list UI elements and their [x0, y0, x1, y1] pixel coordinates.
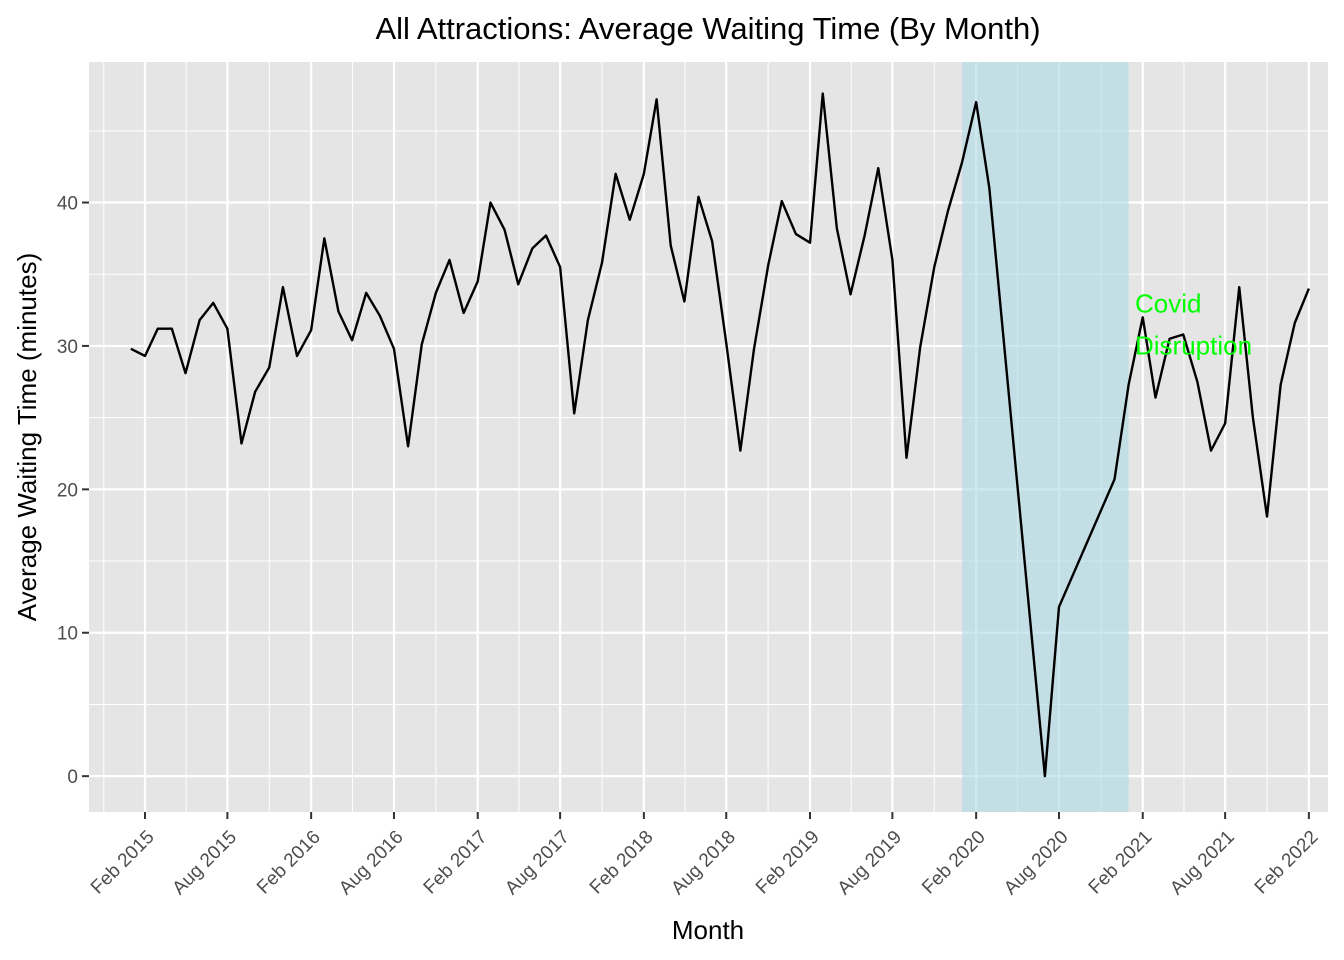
minor-gridlines [89, 62, 1328, 812]
series-line-layer [130, 92, 1310, 778]
chart-title: All Attractions: Average Waiting Time (B… [375, 11, 1040, 46]
y-tick-label: 10 [57, 624, 78, 645]
x-tick-label: Feb 2015 [87, 827, 159, 899]
x-tick-label: Feb 2018 [586, 827, 658, 899]
x-tick-label: Feb 2022 [1251, 827, 1323, 899]
series-line [130, 92, 1310, 778]
y-tick-label: 30 [57, 337, 78, 358]
x-tick-label: Feb 2020 [918, 827, 990, 899]
y-axis-title: Average Waiting Time (minutes) [12, 253, 42, 621]
x-tick-label: Aug 2015 [169, 827, 241, 899]
x-tick-label: Aug 2021 [1166, 827, 1238, 899]
x-tick-label: Feb 2017 [420, 827, 492, 899]
annotation-layer: Covid Disruption [1135, 288, 1252, 360]
x-tick-label: Feb 2019 [752, 827, 824, 899]
x-tick-label: Aug 2019 [834, 827, 906, 899]
x-tick-label: Feb 2016 [253, 827, 325, 899]
y-axis: 0 10 20 30 40 [57, 194, 89, 788]
y-tick-label: 0 [67, 767, 78, 788]
x-tick-label: Aug 2016 [335, 827, 407, 899]
covid-annotation-line: Covid [1135, 288, 1201, 318]
x-tick-label: Aug 2018 [667, 827, 739, 899]
y-tick-label: 20 [57, 480, 78, 501]
x-tick-label: Aug 2017 [501, 827, 573, 899]
x-axis: Feb 2015 Aug 2015 Feb 2016 Aug 2016 Feb 2017… [87, 812, 1323, 899]
y-tick-label: 40 [57, 194, 78, 215]
x-tick-label: Aug 2020 [1000, 827, 1072, 899]
x-axis-title: Month [672, 915, 744, 945]
covid-annotation-line: Disruption [1135, 330, 1252, 360]
x-tick-label: Feb 2021 [1085, 827, 1157, 899]
